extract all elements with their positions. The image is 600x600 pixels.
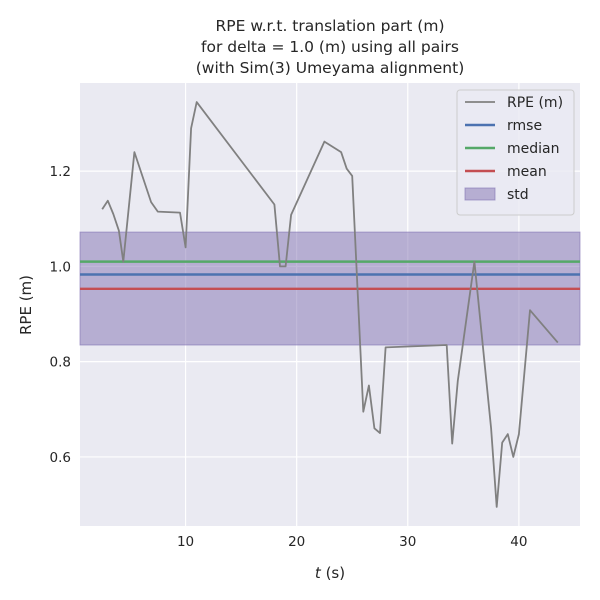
chart-title-line-1: RPE w.r.t. translation part (m): [215, 17, 444, 35]
x-tick-label-3: 40: [510, 534, 527, 550]
chart-title-line-2: for delta = 1.0 (m) using all pairs: [201, 38, 459, 56]
tick-labels: 10 20 30 40 0.6 0.8 1.0 1.2: [50, 164, 528, 550]
series-layer: [101, 101, 559, 508]
legend-label-rmse: rmse: [507, 118, 542, 134]
legend-box: [456, 89, 575, 216]
x-axis-label-var: t: [315, 564, 322, 582]
y-tick-label-2: 1.0: [50, 259, 71, 275]
y-axis-label: RPE (m): [17, 275, 35, 335]
y-tick-label-1: 0.8: [50, 355, 71, 371]
legend-swatch-std: [464, 187, 496, 201]
legend-label-median: median: [507, 141, 559, 157]
legend-label-rpe-m: RPE (m): [507, 95, 563, 111]
stat-lines-layer: [80, 260, 580, 290]
x-axis-label: t (s): [315, 564, 345, 582]
legend-label-mean: mean: [507, 164, 547, 180]
y-tick-label-3: 1.2: [50, 164, 71, 180]
x-tick-label-2: 30: [399, 534, 416, 550]
rpe-series-line-0: [101, 101, 559, 508]
x-tick-label-0: 10: [177, 534, 194, 550]
y-tick-label-0: 0.6: [50, 450, 71, 466]
legend-label-std: std: [507, 187, 529, 203]
x-tick-label-1: 20: [288, 534, 305, 550]
x-axis-label-unit: (s): [321, 564, 345, 582]
legend: RPE (m) rmse median mean std: [456, 89, 575, 216]
chart-title-line-3: (with Sim(3) Umeyama alignment): [196, 59, 465, 77]
